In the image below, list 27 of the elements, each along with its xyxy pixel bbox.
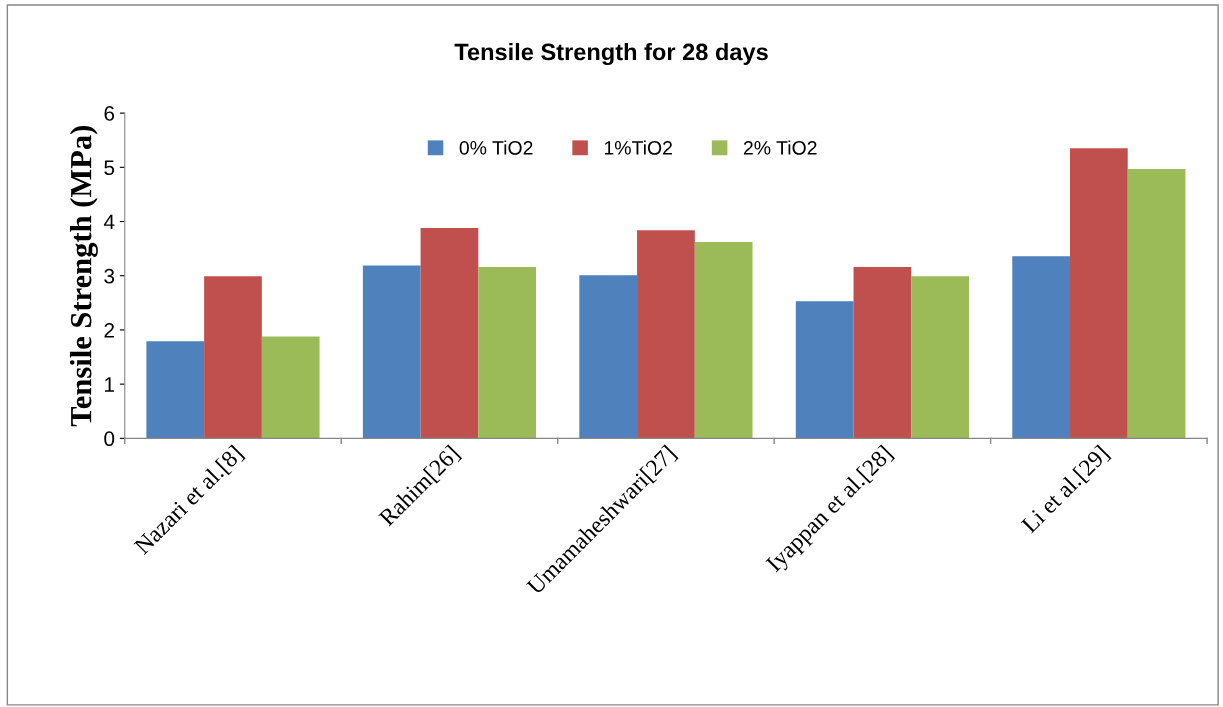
y-tick-label: 2: [104, 322, 114, 338]
bar: [204, 276, 262, 439]
bar: [795, 301, 854, 439]
bar: [579, 275, 638, 439]
chart-title: Tensile Strength for 28 days: [454, 42, 768, 66]
y-tick-label: 0: [104, 431, 115, 447]
bar: [420, 228, 479, 439]
y-tick-label: 1: [105, 377, 115, 392]
bar: [362, 265, 421, 439]
bar: [261, 336, 320, 439]
bar: [1127, 168, 1186, 439]
bar: [694, 242, 753, 439]
bar: [637, 230, 695, 439]
bar: [1070, 148, 1128, 439]
y-axis-title: Tensile Strength (MPa): [69, 125, 98, 427]
y-tick-label: 6: [104, 106, 115, 121]
y-tick-label: 4: [103, 214, 115, 230]
y-tick-label: 3: [104, 268, 115, 284]
bar: [146, 341, 205, 439]
bar: [853, 267, 912, 439]
legend-label: 1%TiO2: [604, 140, 672, 155]
bar: [478, 267, 537, 439]
legend-label: 2% TiO2: [743, 140, 817, 155]
y-tick-label: 5: [104, 160, 115, 176]
legend-label: 0% TiO2: [459, 140, 533, 155]
bar: [911, 276, 969, 439]
bar: [1012, 256, 1070, 439]
